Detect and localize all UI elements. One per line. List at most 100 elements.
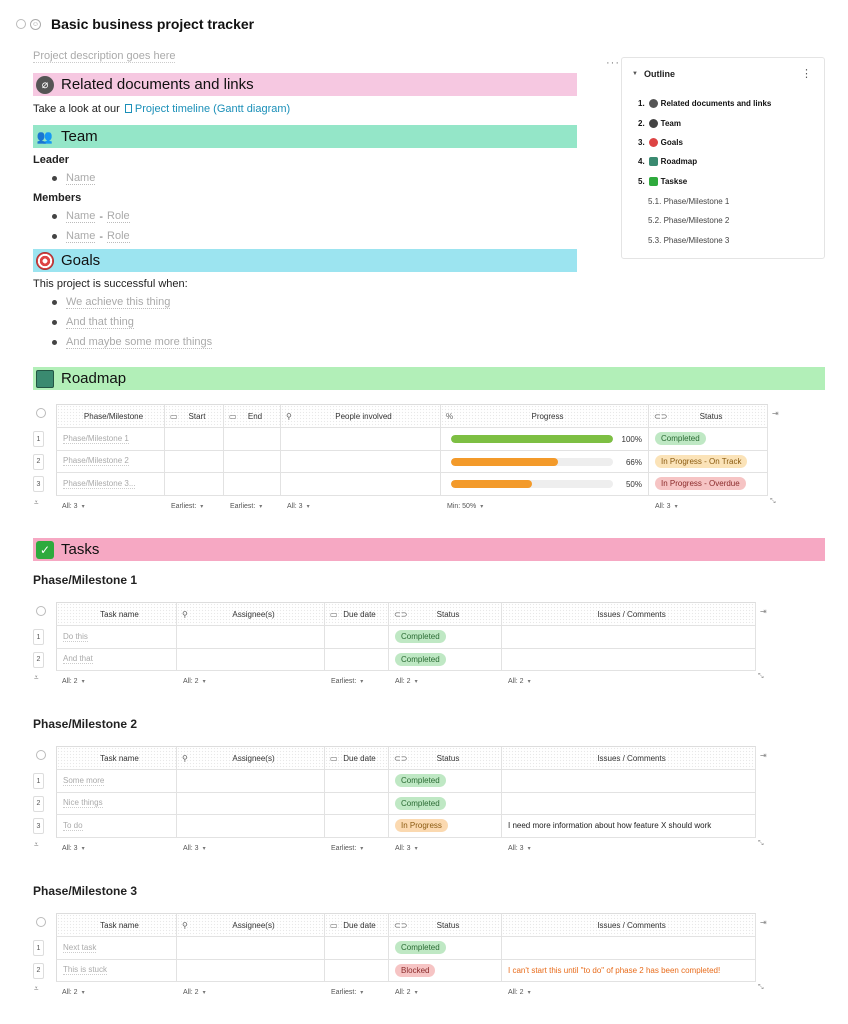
footer-aggregate[interactable]: All: 2 ▾ [62, 678, 85, 685]
table-cell[interactable]: Phase/Milestone 3... [56, 473, 165, 496]
footer-aggregate[interactable]: All: 2 ▾ [395, 989, 418, 996]
table-cell[interactable] [325, 649, 389, 672]
table-cell[interactable] [165, 451, 224, 474]
outline-item[interactable]: 2. Team [638, 119, 681, 128]
outline-subitem[interactable]: 5.2. Phase/Milestone 2 [648, 216, 729, 225]
table-cell[interactable]: Completed [389, 649, 502, 672]
gantt-link[interactable]: Project timeline (Gantt diagram) [135, 103, 290, 115]
select-all-radio[interactable] [36, 750, 46, 760]
table-cell[interactable] [325, 937, 389, 960]
column-header[interactable]: ▭ Due date [325, 746, 389, 770]
goal-text[interactable]: And that thing [66, 316, 134, 329]
table-cell[interactable]: I need more information about how featur… [502, 815, 756, 838]
row-number[interactable]: 2 [33, 652, 44, 668]
goals-heading-text[interactable]: Goals [61, 252, 100, 269]
table-cell[interactable] [177, 960, 325, 983]
table-cell[interactable] [502, 793, 756, 816]
table-cell[interactable]: 100% [441, 428, 649, 451]
row-number[interactable]: 2 [33, 796, 44, 812]
table-cell[interactable] [165, 428, 224, 451]
table-cell[interactable] [502, 626, 756, 649]
table-cell[interactable] [325, 960, 389, 983]
table-cell[interactable] [325, 815, 389, 838]
row-number[interactable]: 2 [33, 963, 44, 979]
column-header[interactable]: Task name [56, 913, 177, 937]
team-heading-text[interactable]: Team [61, 128, 98, 145]
footer-aggregate[interactable]: All: 3 ▾ [508, 845, 531, 852]
footer-aggregate[interactable]: All: 3 ▾ [62, 503, 85, 510]
add-column-icon[interactable]: ⇥ [760, 918, 767, 927]
table-cell[interactable]: Phase/Milestone 2 [56, 451, 165, 474]
add-column-icon[interactable]: ⇥ [772, 409, 779, 418]
column-header[interactable]: % Progress [441, 404, 649, 428]
footer-filter-icon[interactable]: ⩡ [34, 984, 39, 994]
task-name[interactable]: And that [63, 654, 93, 664]
table-cell[interactable]: In Progress [389, 815, 502, 838]
row-number[interactable]: 3 [33, 476, 44, 492]
status-badge[interactable]: In Progress - On Track [655, 455, 747, 468]
column-header[interactable]: ▭ Due date [325, 913, 389, 937]
task-name[interactable]: Some more [63, 776, 104, 786]
member-name[interactable]: Name [66, 210, 95, 223]
table-cell[interactable] [177, 626, 325, 649]
table-cell[interactable]: Some more [56, 770, 177, 793]
related-heading-text[interactable]: Related documents and links [61, 76, 254, 93]
column-header[interactable]: ▭ Due date [325, 602, 389, 626]
column-header[interactable]: Issues / Comments [502, 602, 756, 626]
add-column-icon[interactable]: ⇥ [760, 751, 767, 760]
column-header[interactable]: ⚲ Assignee(s) [177, 746, 325, 770]
footer-aggregate[interactable]: All: 3 ▾ [655, 503, 678, 510]
status-badge[interactable]: Completed [395, 797, 446, 810]
description-placeholder[interactable]: Project description goes here [33, 50, 175, 63]
select-all-radio[interactable] [36, 606, 46, 616]
status-badge[interactable]: In Progress [395, 819, 448, 832]
outline-item[interactable]: 4. Roadmap [638, 157, 697, 166]
table-cell[interactable] [325, 793, 389, 816]
issue-comment[interactable]: I need more information about how featur… [508, 821, 711, 830]
resize-handle-icon[interactable]: ⤡ [770, 498, 776, 506]
row-number[interactable]: 1 [33, 629, 44, 645]
footer-aggregate[interactable]: All: 3 ▾ [183, 845, 206, 852]
table-cell[interactable]: Phase/Milestone 1 [56, 428, 165, 451]
footer-aggregate[interactable]: All: 2 ▾ [183, 989, 206, 996]
column-header[interactable]: ▭ End [224, 404, 281, 428]
footer-aggregate[interactable]: All: 2 ▾ [62, 989, 85, 996]
column-header[interactable]: ⊂⊃ Status [389, 913, 502, 937]
resize-handle-icon[interactable]: ⤡ [758, 984, 764, 992]
table-cell[interactable]: Nice things [56, 793, 177, 816]
outline-more-icon[interactable]: ··· [606, 57, 620, 69]
footer-aggregate[interactable]: All: 2 ▾ [508, 678, 531, 685]
table-cell[interactable]: Completed [389, 937, 502, 960]
footer-aggregate[interactable]: Min: 50% ▾ [447, 503, 483, 510]
footer-aggregate[interactable]: All: 3 ▾ [287, 503, 310, 510]
phase-name[interactable]: Phase/Milestone 1 [63, 434, 129, 444]
footer-filter-icon[interactable]: ⩡ [34, 498, 39, 508]
task-name[interactable]: Next task [63, 943, 96, 953]
table-cell[interactable] [177, 793, 325, 816]
table-cell[interactable]: Do this [56, 626, 177, 649]
footer-aggregate[interactable]: Earliest: ▾ [331, 678, 363, 685]
column-header[interactable]: Task name [56, 602, 177, 626]
footer-aggregate[interactable]: Earliest: ▾ [230, 503, 262, 510]
row-number[interactable]: 1 [33, 773, 44, 789]
footer-filter-icon[interactable]: ⩡ [34, 840, 39, 850]
task-name[interactable]: Nice things [63, 798, 103, 808]
tasks-heading-text[interactable]: Tasks [61, 541, 99, 558]
footer-aggregate[interactable]: Earliest: ▾ [171, 503, 203, 510]
status-badge[interactable]: Completed [395, 630, 446, 643]
outline-item[interactable]: 5. Taskse [638, 177, 687, 186]
emoji-icon[interactable]: ☺ [30, 19, 41, 30]
footer-aggregate[interactable]: All: 3 ▾ [395, 845, 418, 852]
phase-name[interactable]: Phase/Milestone 3... [63, 479, 135, 489]
collapse-triangle-icon[interactable]: ▼ [632, 71, 638, 77]
select-all-radio[interactable] [36, 408, 46, 418]
table-cell[interactable] [281, 428, 441, 451]
row-number[interactable]: 2 [33, 454, 44, 470]
resize-handle-icon[interactable]: ⤡ [758, 673, 764, 681]
member-name[interactable]: Name [66, 230, 95, 243]
table-cell[interactable] [281, 451, 441, 474]
outline-subitem[interactable]: 5.1. Phase/Milestone 1 [648, 197, 729, 206]
footer-aggregate[interactable]: All: 2 ▾ [395, 678, 418, 685]
table-cell[interactable] [177, 937, 325, 960]
table-cell[interactable] [502, 770, 756, 793]
